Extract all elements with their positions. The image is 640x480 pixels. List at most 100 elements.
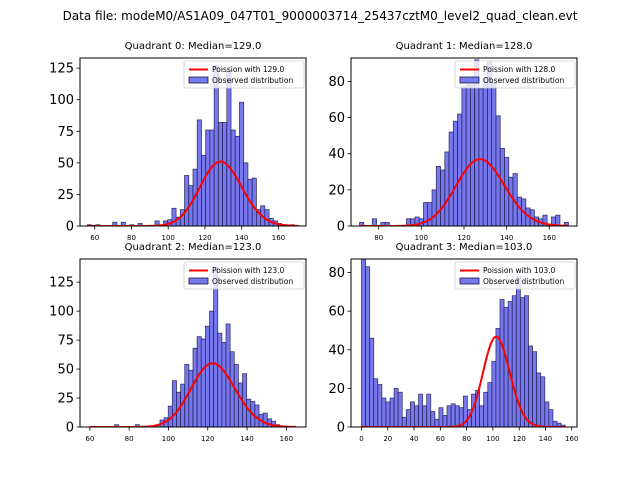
x-tick-label: 100 bbox=[162, 234, 175, 242]
histogram-bar bbox=[430, 411, 436, 427]
histogram-bar bbox=[184, 175, 190, 226]
subplot-quadrant-2: Quadrant 2: Median=123.0 0 25 50 75 100 125 60… bbox=[49, 242, 307, 443]
legend: Poission with 103.0 Observed distribution bbox=[454, 261, 576, 290]
x-tick-label: 40 bbox=[410, 435, 419, 443]
histogram-bar bbox=[427, 202, 433, 226]
legend-label-observed: Observed distribution bbox=[212, 277, 293, 286]
x-tick-label: 120 bbox=[201, 435, 214, 443]
y-tick-label: 60 bbox=[328, 111, 345, 126]
histogram-bar bbox=[450, 403, 456, 427]
x-tick-label: 120 bbox=[198, 234, 211, 242]
y-tick-label: 25 bbox=[57, 188, 74, 203]
y-tick-label: 0 bbox=[66, 421, 74, 436]
subplot-title: Quadrant 1: Median=128.0 bbox=[396, 41, 533, 52]
histogram-bar bbox=[511, 295, 517, 427]
histogram-bar bbox=[230, 129, 236, 226]
histogram-bar bbox=[431, 189, 437, 226]
legend-label-observed: Observed distribution bbox=[483, 277, 564, 286]
histogram-bar bbox=[222, 122, 228, 226]
histogram-bar bbox=[154, 220, 160, 226]
axes-frame bbox=[79, 57, 307, 227]
y-tick-label: 50 bbox=[57, 363, 74, 378]
histogram-bar bbox=[233, 364, 239, 427]
x-tick-label: 60 bbox=[436, 435, 445, 443]
y-tick-label: 0 bbox=[337, 421, 345, 436]
x-tick-label: 20 bbox=[383, 435, 392, 443]
legend-patch-icon bbox=[188, 76, 209, 84]
legend-label-poisson: Poission with 128.0 bbox=[483, 65, 556, 74]
x-tick-label: 60 bbox=[90, 234, 99, 242]
histogram-bar bbox=[495, 328, 501, 427]
y-tick-label: 100 bbox=[49, 305, 74, 320]
y-tick-label: 125 bbox=[49, 62, 74, 77]
subplot-quadrant-0: Quadrant 0: Median=129.0 0 25 50 75 100 125 60… bbox=[49, 41, 307, 242]
y-tick-label: 25 bbox=[57, 392, 74, 407]
histogram-bar bbox=[188, 369, 194, 427]
histogram-bar bbox=[365, 266, 371, 427]
histogram-bar bbox=[134, 424, 140, 427]
histogram-bar bbox=[495, 115, 501, 226]
x-tick-label: 80 bbox=[374, 234, 383, 242]
y-tick-label: 80 bbox=[328, 266, 345, 281]
legend: Poission with 128.0 Observed distribution bbox=[454, 60, 576, 89]
histogram-bar bbox=[196, 336, 202, 427]
histogram-bar bbox=[401, 416, 407, 427]
histogram-bar bbox=[491, 82, 497, 226]
y-tick-label: 40 bbox=[328, 147, 345, 162]
y-tick-label: 100 bbox=[49, 93, 74, 108]
histogram-bar bbox=[446, 405, 452, 427]
legend-box bbox=[183, 261, 305, 290]
poisson-curve bbox=[361, 335, 566, 427]
x-tick-label: 0 bbox=[359, 435, 363, 443]
histogram-bar bbox=[418, 393, 424, 427]
legend-label-poisson: Poission with 123.0 bbox=[212, 266, 285, 275]
histogram-bar bbox=[237, 382, 243, 427]
histogram-bar bbox=[209, 310, 215, 427]
y-tick-label: 80 bbox=[328, 75, 345, 90]
histogram-bar bbox=[409, 401, 415, 427]
histogram-bar bbox=[454, 405, 460, 427]
y-tick-label: 40 bbox=[328, 343, 345, 358]
x-tick-label: 100 bbox=[486, 435, 499, 443]
y-tick-label: 125 bbox=[49, 276, 74, 291]
histogram-bar bbox=[361, 259, 366, 427]
histogram-bar bbox=[213, 266, 219, 427]
histogram-bar bbox=[205, 129, 211, 226]
histogram-bar bbox=[422, 405, 428, 427]
histogram-bar bbox=[491, 360, 497, 427]
histogram-bar bbox=[532, 351, 538, 427]
y-tick-label: 20 bbox=[328, 183, 345, 198]
histogram-bar bbox=[540, 376, 546, 427]
legend-label-poisson: Poission with 103.0 bbox=[483, 266, 556, 275]
histogram-bar bbox=[516, 196, 522, 226]
histogram-bar bbox=[377, 384, 383, 427]
subplot-quadrant-3: Quadrant 3: Median=103.0 0 20 40 60 80 0 20 40 6… bbox=[328, 242, 578, 443]
histogram-bar bbox=[461, 86, 467, 226]
histogram-bar bbox=[385, 401, 391, 427]
histogram-bar bbox=[528, 345, 533, 427]
histogram-bar bbox=[434, 418, 440, 427]
x-tick-label: 100 bbox=[162, 435, 175, 443]
histogram-bar bbox=[548, 409, 554, 427]
x-tick-label: 140 bbox=[539, 435, 552, 443]
subplot-title: Quadrant 0: Median=129.0 bbox=[125, 41, 262, 52]
legend-box bbox=[183, 60, 305, 89]
histogram-bar bbox=[563, 221, 569, 226]
x-tick-label: 60 bbox=[85, 435, 94, 443]
histogram-bar bbox=[448, 131, 454, 226]
y-tick-label: 50 bbox=[57, 156, 74, 171]
histogram-bar bbox=[426, 393, 432, 427]
histogram-bar bbox=[381, 397, 387, 427]
histogram-bar bbox=[204, 325, 210, 427]
histogram-bar bbox=[229, 351, 235, 427]
legend-patch-icon bbox=[459, 76, 480, 84]
legend-label-poisson: Poission with 129.0 bbox=[212, 65, 285, 74]
legend-label-observed: Observed distribution bbox=[483, 76, 564, 85]
x-tick-label: 160 bbox=[543, 234, 556, 242]
y-tick-label: 20 bbox=[328, 382, 345, 397]
legend-label-observed: Observed distribution bbox=[212, 76, 293, 85]
legend-patch-icon bbox=[188, 277, 209, 285]
legend-box bbox=[454, 261, 576, 290]
histogram-bar bbox=[192, 347, 198, 427]
